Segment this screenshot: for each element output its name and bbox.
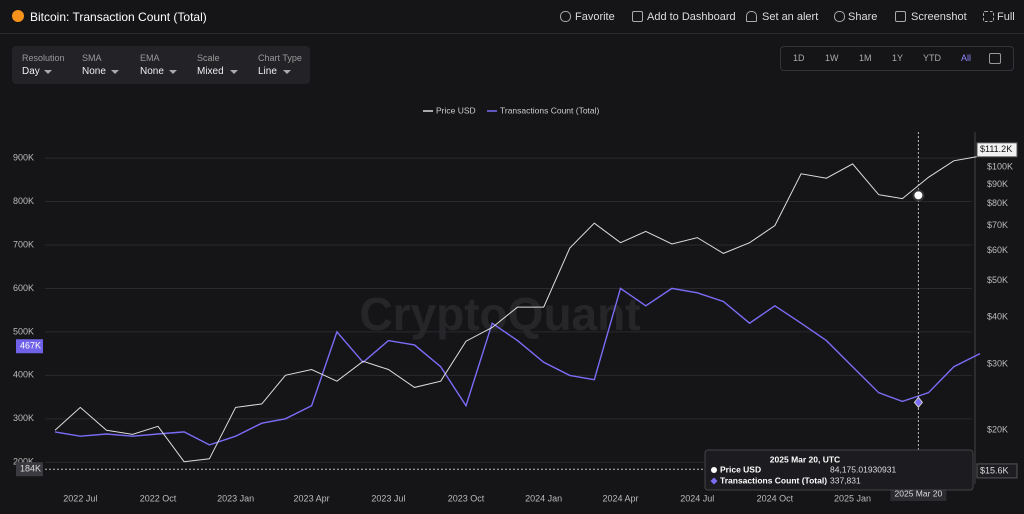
range-button[interactable]: 1W bbox=[825, 53, 839, 63]
series-line bbox=[54, 155, 981, 463]
bell-icon bbox=[746, 11, 757, 22]
tooltip-box bbox=[704, 449, 974, 491]
x-tick-label: 2024 Apr bbox=[602, 493, 638, 503]
calendar-icon[interactable] bbox=[989, 53, 1001, 64]
alert-button[interactable]: Set an alert bbox=[762, 11, 819, 23]
control-value[interactable]: Mixed bbox=[197, 66, 224, 77]
fullscreen-icon bbox=[983, 11, 994, 22]
legend-label: Price USD bbox=[436, 105, 476, 115]
x-tick-label: 2023 Apr bbox=[294, 493, 330, 503]
y-tick-label: 400K bbox=[13, 370, 34, 380]
y2-marker-label: $15.6K bbox=[980, 465, 1009, 475]
y-tick-label: 700K bbox=[13, 239, 34, 249]
tooltip-name: Transactions Count (Total) bbox=[720, 475, 827, 485]
hover-point bbox=[913, 396, 924, 409]
tooltip-name: Price USD bbox=[720, 464, 761, 474]
x-tick-label: 2022 Oct bbox=[140, 493, 177, 503]
page-title: Bitcoin: Transaction Count (Total) bbox=[30, 10, 207, 24]
y2-marker-box bbox=[976, 142, 1018, 158]
y2-tick-label: $20K bbox=[987, 425, 1008, 435]
y-marker-label: 467K bbox=[20, 341, 41, 351]
y-tick-label: 800K bbox=[13, 196, 34, 206]
y-marker-label: 184K bbox=[20, 464, 41, 474]
x-tick-label: 2023 Jan bbox=[217, 493, 254, 503]
legend-label: Transactions Count (Total) bbox=[500, 105, 600, 115]
control-label: Scale bbox=[197, 53, 220, 63]
y2-marker-label: $111.2K bbox=[980, 144, 1012, 154]
full-button[interactable]: Full bbox=[997, 11, 1015, 23]
coin-icon bbox=[12, 10, 24, 22]
screenshot-button[interactable]: Screenshot bbox=[911, 11, 967, 23]
y-tick-label: 600K bbox=[13, 283, 34, 293]
range-button[interactable]: 1M bbox=[859, 53, 872, 63]
star-icon bbox=[560, 11, 571, 22]
y-tick-label: 200K bbox=[13, 457, 34, 467]
caret bbox=[111, 70, 119, 74]
y2-tick-label: $90K bbox=[987, 179, 1008, 189]
caret bbox=[283, 70, 291, 74]
y2-tick-label: $30K bbox=[987, 358, 1008, 368]
control-label: Resolution bbox=[22, 53, 65, 63]
x-tick-label: 2024 Jul bbox=[680, 493, 714, 503]
tooltip-value: 84,175.01930931 bbox=[830, 464, 896, 474]
tooltip-swatch bbox=[711, 467, 717, 473]
caret bbox=[44, 70, 52, 74]
range-button[interactable]: All bbox=[961, 53, 972, 63]
tooltip-title: 2025 Mar 20, UTC bbox=[770, 454, 840, 464]
y2-tick-label: $70K bbox=[987, 220, 1008, 230]
y2-marker-box bbox=[976, 463, 1018, 479]
y-tick-label: 300K bbox=[13, 413, 34, 423]
x-tick-label: 2024 Jan bbox=[525, 493, 562, 503]
y2-tick-label: $80K bbox=[987, 198, 1008, 208]
caret bbox=[169, 70, 177, 74]
controls: Resolution Day SMA None EMA None Scale M… bbox=[12, 46, 310, 84]
y2-tick-label: $50K bbox=[987, 275, 1008, 285]
control-label: Chart Type bbox=[258, 53, 302, 63]
x-tick-label: 2025 Jan bbox=[834, 493, 871, 503]
y2-tick-label: $100K bbox=[987, 162, 1013, 172]
share-icon bbox=[834, 11, 845, 22]
y2-tick-label: $40K bbox=[987, 311, 1008, 321]
y-marker-box bbox=[16, 462, 43, 477]
x-tick-label: 2024 Oct bbox=[757, 493, 794, 503]
x-tick-label: 2023 Oct bbox=[448, 493, 485, 503]
series-line bbox=[54, 287, 981, 446]
camera-icon bbox=[895, 11, 906, 22]
y2-tick-label: $60K bbox=[987, 245, 1008, 255]
dashboard-button[interactable]: Add to Dashboard bbox=[647, 11, 736, 23]
y-tick-label: 900K bbox=[13, 152, 34, 162]
tooltip-swatch bbox=[710, 477, 718, 485]
share-button[interactable]: Share bbox=[848, 11, 878, 23]
control-value[interactable]: None bbox=[140, 66, 164, 77]
hover-point bbox=[912, 189, 925, 202]
range-button[interactable]: YTD bbox=[923, 53, 941, 63]
header: Bitcoin: Transaction Count (Total) Favor… bbox=[0, 0, 1024, 34]
x-tick-label: 2022 Jul bbox=[63, 493, 97, 503]
control-value[interactable]: Line bbox=[258, 66, 277, 77]
dashboard-icon bbox=[632, 11, 643, 22]
control-label: SMA bbox=[82, 53, 102, 63]
favorite-button[interactable]: Favorite bbox=[575, 11, 615, 23]
y-marker-box bbox=[16, 339, 43, 354]
range-button[interactable]: 1Y bbox=[892, 53, 904, 63]
tooltip-value: 337,831 bbox=[830, 475, 861, 485]
caret bbox=[230, 70, 238, 74]
crosshair-date: 2025 Mar 20 bbox=[895, 488, 943, 498]
x-tick-label: 2023 Jul bbox=[371, 493, 405, 503]
range-selector: 1D 1W 1M 1Y YTD All bbox=[780, 46, 1014, 71]
control-label: EMA bbox=[140, 53, 160, 63]
control-value[interactable]: None bbox=[82, 66, 106, 77]
range-button[interactable]: 1D bbox=[793, 53, 805, 63]
y-tick-label: 500K bbox=[13, 326, 34, 336]
control-value[interactable]: Day bbox=[22, 66, 40, 77]
